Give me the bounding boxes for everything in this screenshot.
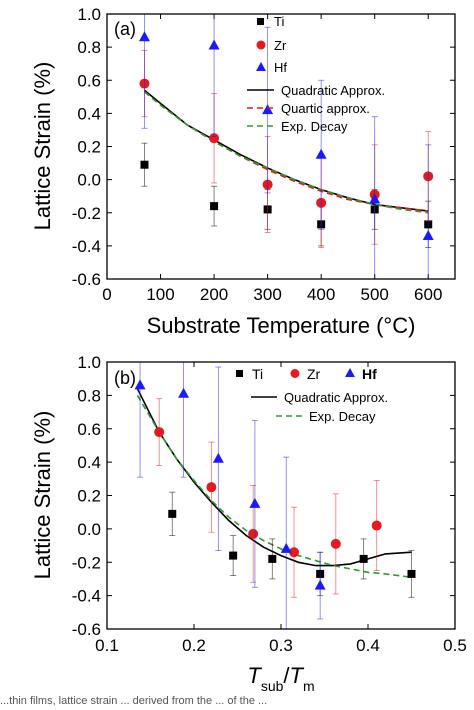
ti-data-point bbox=[359, 554, 368, 563]
figure-caption-fragment: ...thin films, lattice strain ... derive… bbox=[0, 695, 268, 707]
hf-data-point bbox=[315, 148, 327, 159]
x-tick-label: 500 bbox=[361, 285, 389, 304]
hf-data-point bbox=[208, 39, 220, 50]
zr-data-point bbox=[330, 538, 341, 549]
hf-data-point bbox=[280, 542, 292, 553]
panel-a-axes: 0 100 200 300 400 500 600 -0.6 -0.4 -0.2 0.0 0.2 0.4… bbox=[72, 5, 455, 304]
panel-a-fit-curves bbox=[143, 89, 429, 214]
x-tick-label: 0.5 bbox=[443, 636, 467, 655]
zr-data-point bbox=[209, 133, 220, 144]
y-tick-label: -0.2 bbox=[72, 553, 101, 572]
legend-b-ti-marker bbox=[236, 370, 243, 377]
hf-data-point bbox=[422, 229, 434, 240]
legend-zr-marker bbox=[256, 40, 266, 50]
hf-data-point bbox=[249, 497, 261, 508]
panel-b-x-axis-label: Tsub/Tm bbox=[247, 663, 314, 694]
legend-b-zr-marker bbox=[290, 369, 300, 378]
x-tick-label: 0.4 bbox=[356, 636, 380, 655]
hf-data-point bbox=[314, 579, 326, 590]
x-tick-label: 400 bbox=[307, 285, 335, 304]
hf-data-point bbox=[178, 387, 190, 398]
y-tick-label: 0.6 bbox=[77, 420, 101, 439]
panel-b-frame bbox=[106, 361, 456, 630]
x-tick-label: 300 bbox=[253, 285, 281, 304]
ti-data-point bbox=[268, 554, 277, 563]
y-tick-label: 1.0 bbox=[77, 5, 101, 24]
fit-curve-exp-decay bbox=[143, 91, 429, 214]
y-tick-label: 0.8 bbox=[77, 386, 101, 405]
y-tick-label: -0.6 bbox=[72, 270, 101, 289]
panel-b-y-axis-label: Lattice Strain (%) bbox=[30, 411, 55, 580]
zr-data-point bbox=[371, 520, 382, 531]
panel-a-legend: Ti Zr Hf Quadratic Approx. Quartic appro… bbox=[247, 14, 385, 134]
panel-b-axes: 0.1 0.2 0.3 0.4 0.5 -0.6 -0.4 -0.2 0.0 0.2 0.4 0.6 0… bbox=[72, 353, 467, 655]
legend-quartic-label: Quartic approx. bbox=[281, 101, 370, 116]
ti-data-point bbox=[407, 569, 416, 578]
x-tick-label: 0 bbox=[102, 285, 111, 304]
zr-data-point bbox=[206, 482, 217, 493]
panel-a-x-axis-label: Substrate Temperature (°C) bbox=[147, 313, 416, 338]
legend-zr-label: Zr bbox=[274, 38, 287, 53]
ti-data-point bbox=[229, 551, 238, 560]
hf-data-point bbox=[262, 104, 274, 115]
ti-data-point bbox=[168, 509, 177, 518]
y-tick-label: 0.0 bbox=[77, 520, 101, 539]
legend-hf-marker bbox=[256, 62, 266, 71]
hf-data-point bbox=[212, 452, 224, 463]
panel-b-label: (b) bbox=[114, 368, 136, 388]
x-tick-label: 100 bbox=[146, 285, 174, 304]
legend-b-exp-label: Exp. Decay bbox=[309, 409, 376, 424]
y-tick-label: -0.4 bbox=[72, 237, 101, 256]
y-tick-label: 0.2 bbox=[77, 487, 101, 506]
zr-data-point bbox=[248, 528, 259, 539]
legend-exp-label: Exp. Decay bbox=[281, 119, 348, 134]
zr-data-point bbox=[154, 427, 165, 438]
y-tick-label: 0.4 bbox=[77, 104, 101, 123]
zr-data-point bbox=[289, 547, 300, 558]
y-tick-label: -0.2 bbox=[72, 204, 101, 223]
x-tick-label: 0.3 bbox=[269, 636, 293, 655]
panel-b: 0.1 0.2 0.3 0.4 0.5 -0.6 -0.4 -0.2 0.0 0.2 0.4 0.6 0… bbox=[30, 353, 467, 694]
panel-b-data-points bbox=[134, 361, 416, 630]
y-tick-label: 0.6 bbox=[77, 71, 101, 90]
hf-data-point bbox=[369, 193, 381, 204]
legend-b-quadratic-label: Quadratic Approx. bbox=[284, 390, 388, 405]
y-tick-label: 0.2 bbox=[77, 138, 101, 157]
legend-quadratic-label: Quadratic Approx. bbox=[281, 83, 385, 98]
panel-b-legend: Ti Zr Hf Quadratic Approx. Exp. Decay bbox=[236, 366, 388, 424]
ti-data-point bbox=[140, 160, 149, 169]
hf-data-point bbox=[134, 379, 146, 390]
y-tick-label: 1.0 bbox=[77, 353, 101, 372]
hf-data-point bbox=[138, 31, 150, 42]
ti-data-point bbox=[210, 202, 219, 211]
legend-b-hf-label: Hf bbox=[362, 366, 377, 382]
x-tick-label: 200 bbox=[200, 285, 228, 304]
y-tick-label: 0.0 bbox=[77, 171, 101, 190]
legend-ti-marker bbox=[257, 18, 264, 25]
panel-a-y-axis-label: Lattice Strain (%) bbox=[30, 62, 55, 231]
panel-a-label: (a) bbox=[114, 19, 136, 39]
legend-b-zr-label: Zr bbox=[307, 366, 321, 382]
y-tick-label: 0.4 bbox=[77, 453, 101, 472]
x-tick-label: 0.1 bbox=[95, 636, 119, 655]
legend-b-ti-label: Ti bbox=[252, 366, 263, 382]
legend-ti-label: Ti bbox=[274, 14, 284, 29]
panel-a: 0 100 200 300 400 500 600 -0.6 -0.4 -0.2 0.0 0.2 0.4… bbox=[30, 5, 456, 338]
x-tick-label: 0.2 bbox=[182, 636, 206, 655]
legend-hf-label: Hf bbox=[274, 60, 287, 75]
y-tick-label: -0.6 bbox=[72, 620, 101, 639]
panel-a-data-points bbox=[138, 13, 434, 280]
legend-b-hf-marker bbox=[345, 368, 355, 377]
panel-a-frame bbox=[106, 13, 456, 280]
x-tick-label: 600 bbox=[414, 285, 442, 304]
y-tick-label: 0.8 bbox=[77, 38, 101, 57]
y-tick-label: -0.4 bbox=[72, 587, 101, 606]
